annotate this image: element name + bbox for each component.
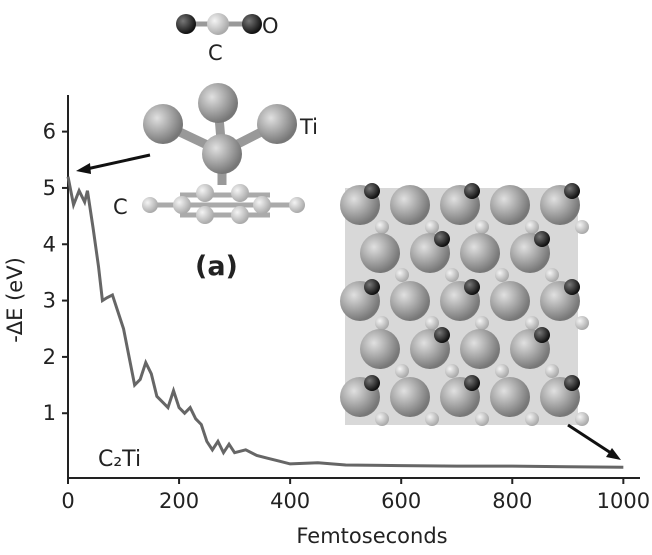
atom — [364, 375, 380, 391]
atom — [425, 220, 439, 234]
atom — [390, 185, 430, 225]
atom — [464, 375, 480, 391]
atom — [564, 375, 580, 391]
atom — [575, 412, 589, 426]
atom — [425, 412, 439, 426]
atom — [495, 364, 509, 378]
arrow — [567, 423, 615, 457]
atom — [390, 281, 430, 321]
atom-label: C — [113, 195, 128, 219]
ti-cluster — [143, 83, 297, 185]
atom — [490, 281, 530, 321]
x-tick-label: 600 — [381, 489, 421, 513]
x-tick-label: 400 — [270, 489, 310, 513]
x-tick-label: 0 — [61, 489, 74, 513]
atom — [545, 268, 559, 282]
atom — [425, 316, 439, 330]
atom — [475, 412, 489, 426]
co-molecule — [176, 13, 262, 35]
atom — [445, 364, 459, 378]
atom — [525, 220, 539, 234]
atom — [390, 377, 430, 417]
atom — [495, 268, 509, 282]
atom — [525, 316, 539, 330]
arrow-head — [76, 163, 91, 174]
data-line — [66, 176, 624, 469]
atom — [375, 220, 389, 234]
atom — [375, 316, 389, 330]
atom — [395, 268, 409, 282]
arrow — [81, 153, 151, 172]
y-tick-label: 4 — [43, 232, 56, 256]
atom-label: O — [262, 14, 279, 38]
atom — [375, 412, 389, 426]
atom — [490, 377, 530, 417]
atom — [525, 412, 539, 426]
x-tick-label: 800 — [492, 489, 532, 513]
atom — [460, 233, 500, 273]
atom — [360, 233, 400, 273]
atom — [360, 329, 400, 369]
atom — [364, 279, 380, 295]
arrow-head — [606, 448, 621, 460]
atom — [395, 364, 409, 378]
atom — [460, 329, 500, 369]
x-axis-label: Femtoseconds — [296, 524, 447, 548]
y-tick-label: 2 — [43, 345, 56, 369]
atom — [445, 268, 459, 282]
atom-label: Ti — [299, 115, 318, 139]
plot-area: 1 2 3 4 5 6 0 200 400 600 800 1000 — [43, 95, 650, 513]
y-tick-label: 6 — [43, 120, 56, 144]
curve-label: C₂Ti — [98, 447, 141, 472]
x-tick-label: 1000 — [597, 489, 650, 513]
y-tick-label: 1 — [43, 401, 56, 425]
atom-label: C — [208, 41, 223, 65]
atom — [575, 316, 589, 330]
x-tick-label: 200 — [159, 489, 199, 513]
y-tick-label: 5 — [43, 176, 56, 200]
atom — [490, 185, 530, 225]
atom — [464, 183, 480, 199]
crystal-inset — [340, 183, 589, 426]
atom — [464, 279, 480, 295]
atom — [434, 327, 450, 343]
carbon-ring — [142, 184, 305, 224]
atom — [534, 231, 550, 247]
y-tick-label: 3 — [43, 289, 56, 313]
atom — [545, 364, 559, 378]
panel-label: (a) — [195, 251, 238, 282]
atom — [475, 316, 489, 330]
atom — [564, 279, 580, 295]
atom — [434, 231, 450, 247]
atom — [564, 183, 580, 199]
atom — [475, 220, 489, 234]
atom — [364, 183, 380, 199]
atom — [575, 220, 589, 234]
atom — [534, 327, 550, 343]
y-axis-label: -ΔE (eV) — [3, 257, 27, 343]
